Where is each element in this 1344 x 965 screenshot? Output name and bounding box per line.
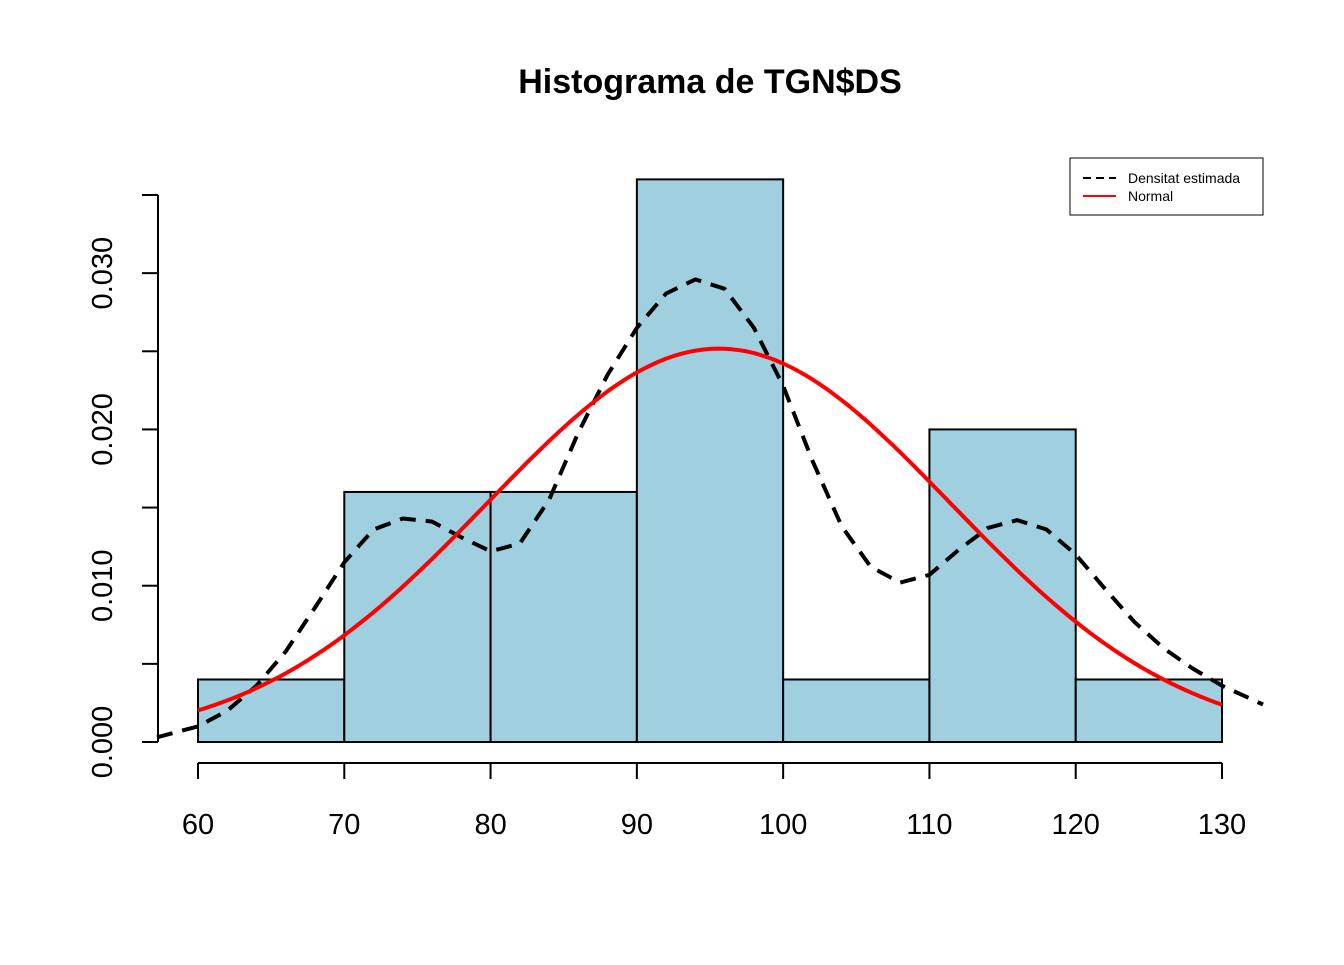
histogram-bar-1 <box>197 678 346 744</box>
y-axis: 0.000 0.010 0.020 0.030 <box>87 194 159 779</box>
x-tick-label-2: 80 <box>474 809 506 841</box>
chart-title: Histograma de TGN$DS <box>518 63 902 101</box>
legend-label-density: Densitat estimada <box>1128 170 1240 186</box>
y-tick-label-0: 0.000 <box>87 706 119 779</box>
histogram-bar-5 <box>782 678 931 744</box>
y-tick-label-4: 0.020 <box>87 393 119 466</box>
histogram-bars <box>197 178 1223 744</box>
x-tick-label-7: 130 <box>1198 809 1246 841</box>
x-tick-label-6: 120 <box>1052 809 1100 841</box>
x-tick-label-5: 110 <box>906 809 952 841</box>
y-tick-label-6: 0.030 <box>87 237 119 310</box>
legend: Densitat estimada Normal <box>1069 157 1264 216</box>
x-tick-label-3: 90 <box>621 809 653 841</box>
legend-label-normal: Normal <box>1128 188 1173 204</box>
density-curves <box>156 277 1264 740</box>
x-tick-label-0: 60 <box>182 809 214 841</box>
histogram-bar-4 <box>635 178 785 744</box>
histogram-bar-6 <box>928 428 1077 743</box>
x-tick-label-1: 70 <box>328 809 360 841</box>
x-tick-label-4: 100 <box>759 809 807 841</box>
legend-box <box>1069 157 1264 216</box>
histogram-bar-3 <box>489 490 638 744</box>
y-tick-label-2: 0.010 <box>87 549 119 622</box>
histogram-bar-7 <box>1074 678 1223 744</box>
series-line-densitat-estimada <box>156 277 1264 740</box>
x-axis: 60 70 80 90 100 110 120 130 <box>182 762 1246 841</box>
series-line-normal <box>197 346 1223 713</box>
